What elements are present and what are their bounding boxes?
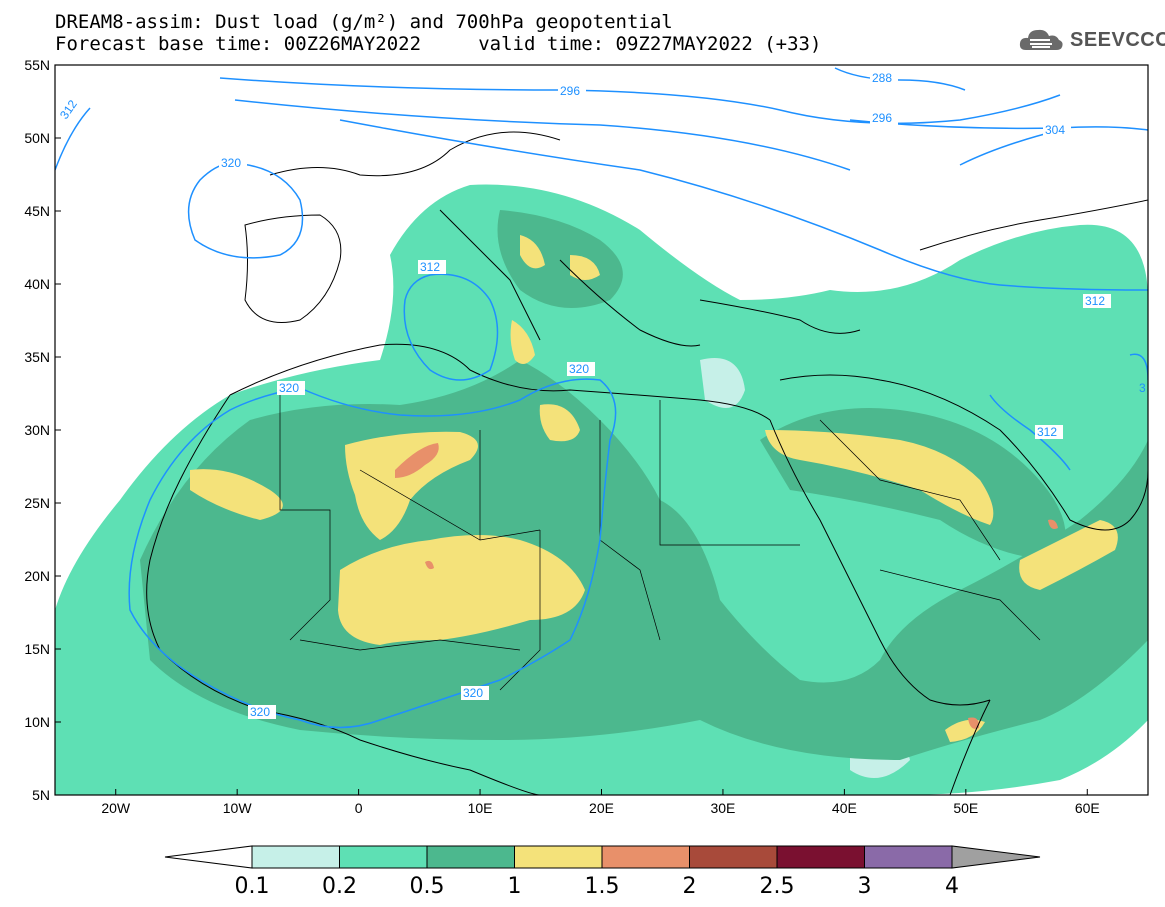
dust-band-1 [190, 469, 283, 520]
lon-label: 30E [710, 800, 735, 816]
lon-label: 20E [589, 800, 614, 816]
lat-label: 35N [24, 349, 50, 365]
contour-label-320: 320 [463, 686, 483, 700]
colorbar-label: 1 [508, 874, 522, 899]
dust-band-0.5 [497, 210, 623, 308]
contour-320b [128, 378, 617, 729]
forecast-times: Forecast base time: 00Z26MAY2022 valid t… [55, 33, 822, 55]
contour-288 [834, 67, 966, 91]
contour-label-312: 312 [420, 260, 440, 274]
coastlines [146, 131, 1148, 795]
lon-label: 10E [468, 800, 493, 816]
dust-band-0.1 [700, 358, 745, 408]
dust-band-1 [765, 430, 994, 525]
colorbar-label: 2.5 [760, 874, 795, 899]
colorbar-label: 4 [945, 874, 959, 899]
colorbar-swatch [514, 845, 603, 869]
contour-296b [234, 99, 851, 171]
contour-label-320: 320 [250, 705, 270, 719]
lat-label: 45N [24, 203, 50, 219]
colorbar-swatch [776, 845, 865, 869]
seevccc-logo: SEEVCCC [1018, 26, 1165, 54]
lat-label: 40N [24, 276, 50, 292]
lat-label: 5N [32, 787, 50, 803]
colorbar-label: 0.1 [235, 874, 270, 899]
dust-band-1.5 [1048, 519, 1058, 529]
longitude-axis: 20W 10W 0 10E 20E 30E 40E 50E 60E [101, 789, 1100, 816]
colorbar: 0.1 0.2 0.5 1 1.5 2 2.5 3 4 [164, 845, 1041, 899]
dust-band-1 [520, 235, 545, 269]
contour-label-304: 304 [1045, 123, 1065, 137]
contour-312c [989, 394, 1071, 471]
dust-band-1 [1019, 520, 1118, 590]
lon-label: 50E [953, 800, 978, 816]
contour-label-296: 296 [560, 84, 580, 98]
contour-label-312: 312 [1037, 425, 1057, 439]
lat-label: 50N [24, 130, 50, 146]
contour-312a [55, 107, 91, 171]
colorbar-swatch [251, 845, 340, 869]
contour-label-296: 296 [872, 111, 892, 125]
contour-label-312: 312 [1085, 294, 1105, 308]
contour-label-320: 320 [221, 156, 241, 170]
dust-band-1 [510, 320, 535, 364]
dust-band-1.5 [968, 717, 980, 729]
country-borders [279, 390, 1041, 691]
contour-312b [403, 273, 499, 381]
dust-band-1.5 [425, 560, 434, 570]
colorbar-swatch [864, 845, 953, 869]
colorbar-swatch [339, 845, 428, 869]
lon-label: 0 [355, 800, 363, 816]
colorbar-under-triangle [164, 845, 253, 869]
colorbar-swatch [601, 845, 690, 869]
contour-labels: 288 296 296 304 312 312 312 312 320 320 … [55, 71, 1146, 719]
dust-band-1 [338, 535, 585, 645]
colorbar-label: 2 [683, 874, 697, 899]
logo-text: SEEVCCC [1070, 28, 1165, 51]
colorbar-label: 1.5 [585, 874, 620, 899]
colorbar-swatch [689, 845, 778, 869]
lat-label: 10N [24, 714, 50, 730]
latitude-axis: 55N 50N 45N 40N 35N 30N 25N 20N 15N 10N 5N [24, 57, 61, 803]
dust-band-1 [539, 404, 580, 442]
contour-label-320: 320 [279, 381, 299, 395]
lat-label: 20N [24, 568, 50, 584]
contour-320a [187, 162, 304, 259]
contour-296a [219, 77, 1061, 125]
lon-label: 60E [1075, 800, 1100, 816]
colorbar-label: 0.2 [322, 874, 357, 899]
contour-label-288: 288 [872, 71, 892, 85]
lon-label: 20W [101, 800, 131, 816]
colorbar-swatch [426, 845, 515, 869]
dust-band-1 [345, 431, 478, 540]
lat-label: 25N [24, 495, 50, 511]
lat-label: 55N [24, 57, 50, 73]
geopotential-contours [55, 67, 1148, 729]
contour-label-partial: 3 [1139, 381, 1146, 395]
map-title: DREAM8-assim: Dust load (g/m²) and 700hP… [55, 11, 673, 33]
colorbar-label: 0.5 [410, 874, 445, 899]
lat-label: 15N [24, 641, 50, 657]
dust-band-1 [570, 255, 600, 280]
dust-band-1.5 [395, 443, 439, 478]
lon-label: 40E [832, 800, 857, 816]
cloud-logo-icon [1019, 29, 1063, 50]
lon-label: 10W [223, 800, 253, 816]
colorbar-over-triangle [951, 845, 1041, 869]
lat-label: 30N [24, 422, 50, 438]
colorbar-label: 3 [858, 874, 872, 899]
contour-label-320: 320 [569, 362, 589, 376]
